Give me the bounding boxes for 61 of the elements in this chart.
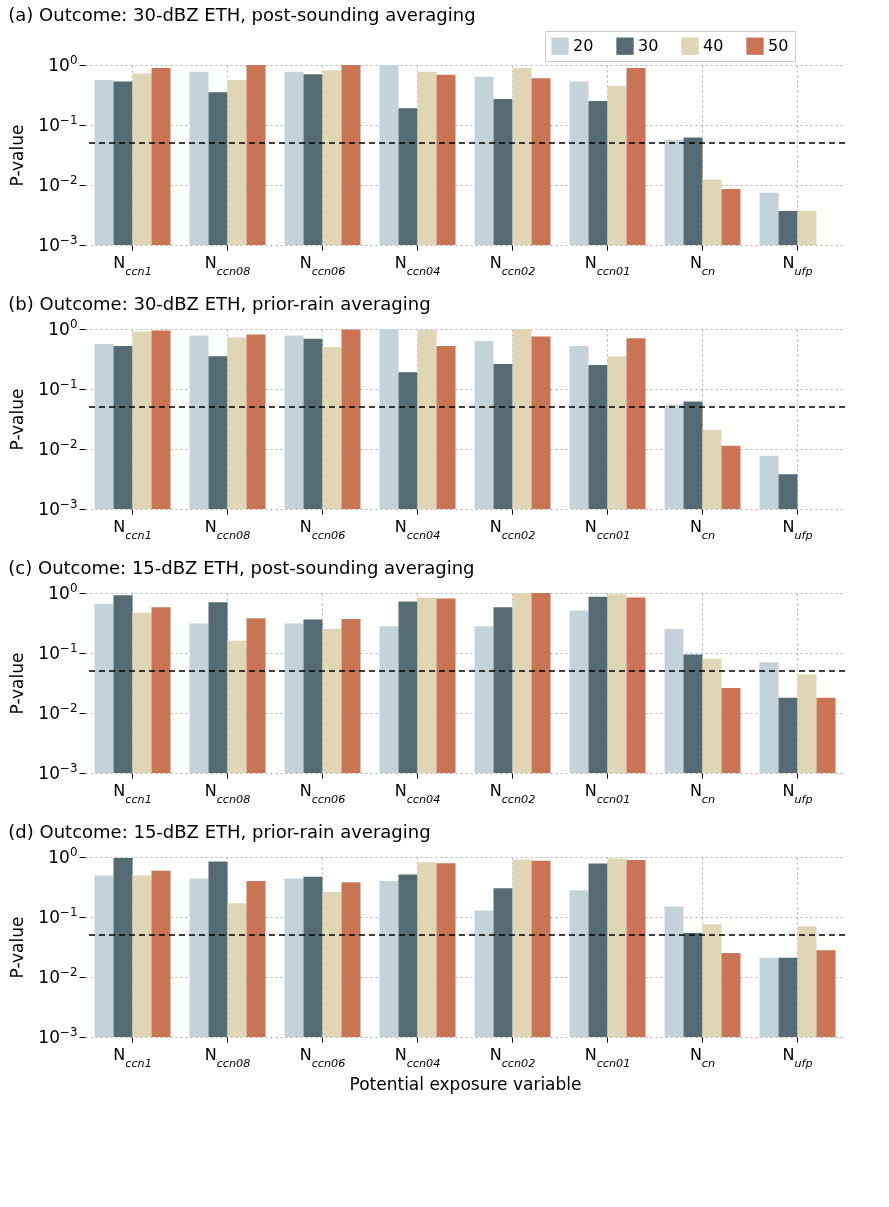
legend-label: 50 bbox=[768, 36, 789, 56]
x-tick-label: N$_{ccn06}$ bbox=[299, 780, 346, 805]
y-tick-label: 10$^{−3}$ bbox=[38, 760, 78, 783]
legend-label: 20 bbox=[573, 36, 594, 56]
x-tick-label: N$_{ccn04}$ bbox=[394, 1044, 441, 1069]
chart-title: (d) Outcome: 15-dBZ ETH, prior-rain averaging bbox=[8, 821, 431, 842]
y-tick-label: 10$^{−3}$ bbox=[38, 496, 78, 519]
x-tick-label: N$_{ccn06}$ bbox=[299, 1044, 346, 1069]
x-tick-label: N$_{ccn08}$ bbox=[204, 516, 251, 541]
x-tick-label: N$_{ccn04}$ bbox=[394, 516, 441, 541]
x-tick-label: N$_{ufp}$ bbox=[782, 516, 813, 541]
x-tick-label: N$_{ccn01}$ bbox=[584, 1044, 631, 1069]
x-tick-label: N$_{ccn02}$ bbox=[489, 1044, 536, 1069]
x-tick-label: N$_{ccn02}$ bbox=[489, 516, 536, 541]
x-tick-label: N$_{ccn1}$ bbox=[113, 516, 152, 541]
x-tick-label: N$_{ufp}$ bbox=[782, 780, 813, 805]
y-axis-title: P-value bbox=[6, 652, 27, 715]
x-tick-label: N$_{ccn1}$ bbox=[113, 1044, 152, 1069]
y-tick-label: 10$^{−2}$ bbox=[38, 700, 78, 723]
x-tick-label: N$_{cn}$ bbox=[689, 1044, 716, 1069]
y-tick-label: 10$^{−2}$ bbox=[38, 964, 78, 987]
y-tick-label: 10$^{0}$ bbox=[48, 844, 78, 867]
y-axis-title: P-value bbox=[6, 916, 27, 979]
y-tick-label: 10$^{−3}$ bbox=[38, 232, 78, 255]
y-tick-label: 10$^{−1}$ bbox=[38, 112, 78, 135]
y-tick-label: 10$^{−2}$ bbox=[38, 436, 78, 459]
chart-title: (a) Outcome: 30-dBZ ETH, post-sounding averaging bbox=[8, 3, 476, 25]
x-tick-label: N$_{ccn04}$ bbox=[394, 252, 441, 277]
chart-title: (b) Outcome: 30-dBZ ETH, prior-rain averaging bbox=[8, 293, 431, 314]
legend-label: 30 bbox=[638, 36, 659, 56]
x-axis-title: Potential exposure variable bbox=[349, 1073, 582, 1094]
y-tick-label: 10$^{0}$ bbox=[48, 580, 78, 603]
x-tick-label: N$_{ccn04}$ bbox=[394, 780, 441, 805]
chart-title: (c) Outcome: 15-dBZ ETH, post-sounding averaging bbox=[8, 557, 475, 578]
x-tick-label: N$_{cn}$ bbox=[689, 780, 716, 805]
legend-label: 40 bbox=[703, 36, 724, 56]
x-tick-label: N$_{ccn08}$ bbox=[204, 780, 251, 805]
x-tick-label: N$_{ccn01}$ bbox=[584, 516, 631, 541]
y-tick-label: 10$^{−1}$ bbox=[38, 376, 78, 399]
y-tick-label: 10$^{0}$ bbox=[48, 52, 78, 75]
y-tick-label: 10$^{−2}$ bbox=[38, 172, 78, 195]
x-tick-label: N$_{ccn1}$ bbox=[113, 780, 152, 805]
x-tick-label: N$_{ufp}$ bbox=[782, 252, 813, 277]
x-tick-label: N$_{ccn02}$ bbox=[489, 252, 536, 277]
x-tick-label: N$_{ufp}$ bbox=[782, 1044, 813, 1069]
y-axis-title: P-value bbox=[6, 124, 27, 187]
y-tick-label: 10$^{−1}$ bbox=[38, 904, 78, 927]
y-axis-title: P-value bbox=[6, 388, 27, 451]
x-tick-label: N$_{ccn02}$ bbox=[489, 780, 536, 805]
x-tick-label: N$_{ccn08}$ bbox=[204, 252, 251, 277]
y-tick-label: 10$^{−1}$ bbox=[38, 640, 78, 663]
y-tick-label: 10$^{0}$ bbox=[48, 316, 78, 339]
x-tick-label: N$_{ccn06}$ bbox=[299, 516, 346, 541]
x-tick-label: N$_{cn}$ bbox=[689, 516, 716, 541]
x-tick-label: N$_{ccn06}$ bbox=[299, 252, 346, 277]
x-tick-label: N$_{ccn01}$ bbox=[584, 780, 631, 805]
y-tick-label: 10$^{−3}$ bbox=[38, 1024, 78, 1047]
x-tick-label: N$_{ccn01}$ bbox=[584, 252, 631, 277]
x-tick-label: N$_{ccn08}$ bbox=[204, 1044, 251, 1069]
x-tick-label: N$_{cn}$ bbox=[689, 252, 716, 277]
x-tick-label: N$_{ccn1}$ bbox=[113, 252, 152, 277]
